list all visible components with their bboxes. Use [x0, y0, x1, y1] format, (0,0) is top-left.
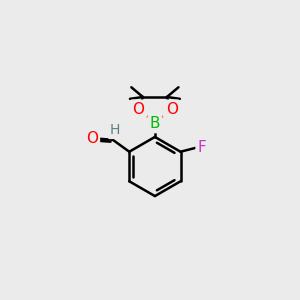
- Text: F: F: [198, 140, 206, 154]
- Text: O: O: [86, 131, 98, 146]
- Text: O: O: [132, 102, 144, 117]
- Text: H: H: [110, 123, 120, 137]
- Text: O: O: [166, 102, 178, 117]
- Text: B: B: [150, 116, 160, 131]
